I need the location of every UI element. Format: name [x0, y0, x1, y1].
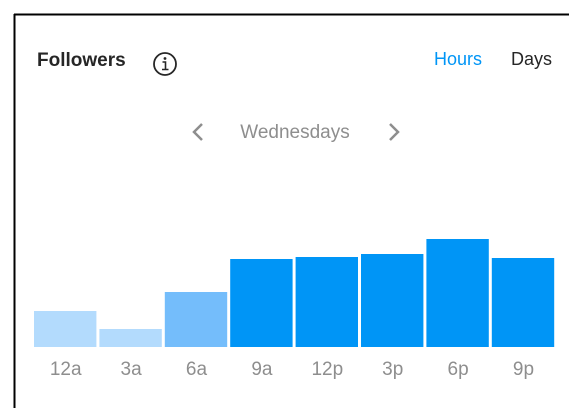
bar: [491, 258, 555, 347]
x-tick-label: 3p: [382, 359, 403, 380]
x-tick-label: 3a: [121, 359, 143, 380]
info-dot[interactable]: [163, 57, 167, 60]
prev-arrow[interactable]: [192, 123, 203, 141]
info-icon[interactable]: [153, 52, 177, 76]
bar: [361, 254, 424, 347]
x-tick-label: 9a: [251, 359, 273, 380]
x-tick-label: 9p: [513, 359, 534, 380]
x-tick-label: 12p: [311, 359, 343, 380]
bar: [99, 329, 162, 347]
bar: [230, 259, 293, 347]
tab[interactable]: Hours: [434, 49, 482, 69]
bar: [426, 239, 489, 347]
bar: [164, 292, 228, 347]
x-tick-label: 12a: [50, 359, 82, 380]
x-tick-label: 6p: [448, 359, 469, 380]
period-label: Wednesdays: [240, 122, 350, 143]
title: Followers: [37, 50, 126, 71]
bar: [34, 311, 97, 347]
tab[interactable]: Days: [511, 49, 552, 69]
info-stem[interactable]: [162, 61, 169, 71]
info-circle[interactable]: [153, 52, 177, 76]
next-arrow[interactable]: [389, 123, 400, 141]
bar: [295, 257, 358, 347]
x-tick-label: 6a: [186, 359, 208, 380]
